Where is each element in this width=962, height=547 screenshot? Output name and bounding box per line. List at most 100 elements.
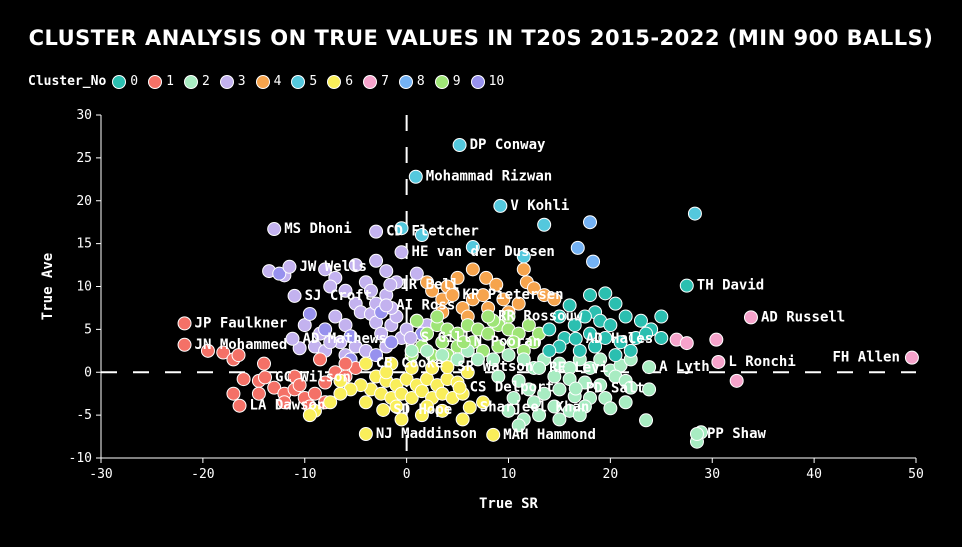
legend-swatch bbox=[183, 74, 198, 89]
legend-item-1: 1 bbox=[148, 74, 174, 89]
data-point bbox=[177, 337, 192, 352]
data-point bbox=[404, 360, 419, 375]
point-label: Sharjeel Khan bbox=[480, 399, 590, 415]
legend-label: 1 bbox=[166, 74, 174, 89]
data-point bbox=[486, 352, 501, 367]
data-point bbox=[374, 326, 389, 341]
point-label: PP Shaw bbox=[707, 426, 767, 442]
data-point bbox=[511, 373, 526, 388]
data-point bbox=[526, 395, 541, 410]
point-label: AD Hales bbox=[586, 331, 653, 347]
y-tick-label: 0 bbox=[84, 365, 92, 380]
legend-swatch bbox=[434, 74, 449, 89]
data-point bbox=[654, 309, 669, 324]
data-point bbox=[689, 426, 704, 441]
x-tick-label: 10 bbox=[501, 467, 517, 482]
data-point bbox=[292, 341, 307, 356]
data-point bbox=[302, 408, 317, 423]
data-point bbox=[379, 365, 394, 380]
legend: Cluster_No 0 1 2 3 4 5 6 7 8 9 10 bbox=[28, 74, 514, 89]
legend-item-2: 2 bbox=[183, 74, 210, 89]
legend-swatch bbox=[470, 74, 485, 89]
data-point bbox=[236, 372, 251, 387]
legend-swatch bbox=[112, 74, 127, 89]
data-point bbox=[226, 386, 241, 401]
data-point bbox=[491, 369, 506, 384]
data-point bbox=[369, 253, 384, 268]
data-point bbox=[479, 270, 494, 285]
data-point bbox=[420, 326, 434, 341]
data-point bbox=[709, 332, 724, 347]
data-point bbox=[282, 259, 297, 274]
data-point bbox=[272, 266, 287, 281]
data-point bbox=[323, 279, 338, 294]
data-point bbox=[292, 378, 307, 393]
data-point bbox=[572, 408, 587, 423]
legend-label: 8 bbox=[416, 74, 425, 89]
data-point bbox=[623, 343, 638, 358]
data-point bbox=[532, 360, 547, 375]
data-point bbox=[481, 309, 496, 324]
data-point bbox=[506, 390, 521, 405]
data-point bbox=[287, 288, 302, 303]
legend-swatch bbox=[398, 74, 413, 89]
data-point bbox=[232, 398, 247, 413]
data-point bbox=[583, 288, 597, 303]
data-point bbox=[481, 326, 496, 341]
data-point bbox=[608, 296, 623, 311]
data-point bbox=[177, 316, 192, 331]
data-point bbox=[379, 264, 394, 279]
data-point bbox=[328, 309, 343, 324]
data-point bbox=[376, 402, 391, 417]
point-label: NJ Maddinson bbox=[376, 426, 477, 442]
data-point bbox=[383, 277, 398, 292]
point-label: LA Dawson bbox=[250, 398, 326, 414]
data-point bbox=[516, 352, 531, 367]
point-label: AD Russell bbox=[761, 309, 845, 325]
point-label: MS Dhoni bbox=[284, 221, 351, 237]
data-point bbox=[408, 169, 423, 184]
legend-label: 9 bbox=[452, 74, 461, 89]
data-point bbox=[435, 348, 450, 363]
data-point bbox=[257, 356, 271, 371]
data-point bbox=[277, 395, 292, 410]
point-label: SD Hope bbox=[393, 402, 452, 418]
point-label: AD Mathews bbox=[303, 331, 387, 347]
data-point bbox=[547, 399, 562, 414]
legend-swatch bbox=[291, 74, 306, 89]
data-point bbox=[302, 306, 317, 321]
x-tick-label: 20 bbox=[603, 467, 619, 482]
data-point bbox=[679, 278, 694, 293]
data-point bbox=[430, 309, 445, 324]
data-point bbox=[501, 348, 516, 363]
legend-title: Cluster_No bbox=[28, 74, 107, 89]
data-point bbox=[679, 336, 694, 351]
data-point bbox=[572, 343, 587, 358]
data-point bbox=[394, 221, 409, 236]
point-label: JW Wells bbox=[299, 259, 366, 275]
point-label: GC Wilson bbox=[275, 369, 351, 385]
y-tick-label: -5 bbox=[76, 408, 92, 423]
data-point bbox=[389, 399, 404, 414]
data-point bbox=[313, 352, 328, 367]
data-point bbox=[267, 222, 282, 237]
data-point bbox=[613, 335, 628, 350]
data-point bbox=[532, 408, 547, 423]
data-point bbox=[654, 330, 669, 345]
data-point bbox=[618, 395, 633, 410]
data-point bbox=[267, 380, 282, 395]
data-point bbox=[506, 335, 521, 350]
data-point bbox=[476, 395, 491, 410]
data-point bbox=[493, 198, 508, 213]
legend-item-0: 0 bbox=[112, 74, 138, 89]
y-tick-label: 30 bbox=[76, 108, 92, 123]
legend-label: 3 bbox=[237, 74, 246, 89]
data-point bbox=[489, 277, 504, 292]
data-point bbox=[552, 309, 567, 324]
data-point bbox=[285, 331, 300, 346]
data-point bbox=[470, 352, 485, 367]
legend-label: 7 bbox=[381, 74, 389, 89]
x-tick-label: 50 bbox=[908, 467, 924, 482]
legend-swatch bbox=[363, 74, 378, 89]
data-point bbox=[568, 381, 583, 396]
